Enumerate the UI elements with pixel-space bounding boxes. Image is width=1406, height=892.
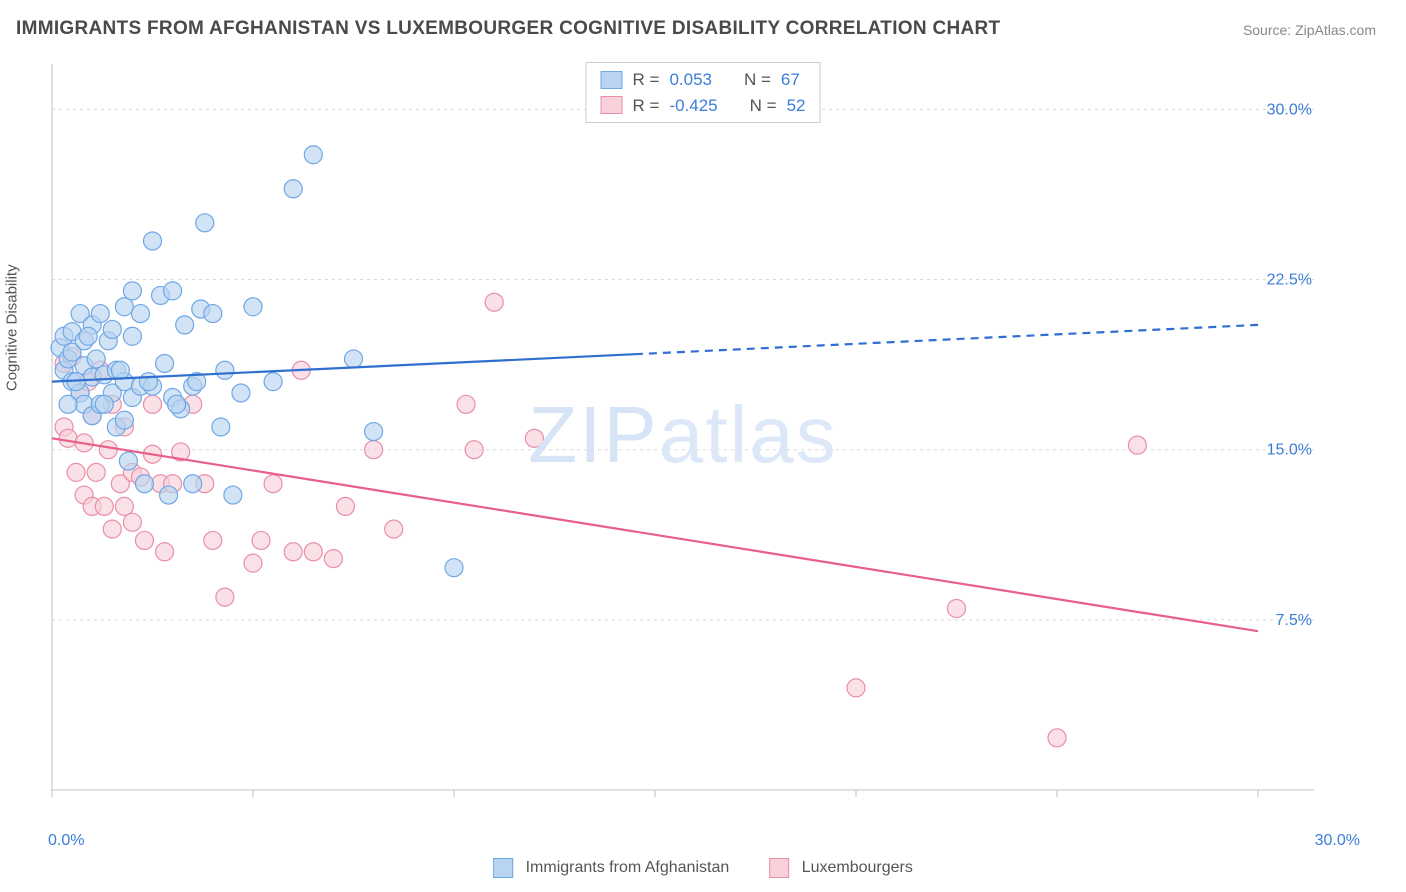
- stats-legend-box: R = 0.053 N = 67 R = -0.425 N = 52: [586, 62, 821, 123]
- stat-label-r: R =: [633, 67, 660, 93]
- legend-swatch-blue: [493, 858, 513, 878]
- legend-swatch-pink: [601, 96, 623, 114]
- legend-bottom: Immigrants from Afghanistan Luxembourger…: [493, 858, 913, 878]
- x-axis-max-label: 30.0%: [1315, 832, 1360, 850]
- scatter-chart: 7.5% 15.0% 22.5% 30.0%: [48, 60, 1318, 810]
- stat-r-blue: 0.053: [669, 67, 712, 93]
- svg-text:15.0%: 15.0%: [1267, 442, 1312, 459]
- svg-text:30.0%: 30.0%: [1267, 101, 1312, 118]
- legend-item-pink: Luxembourgers: [769, 858, 913, 878]
- stat-label-r: R =: [633, 93, 660, 119]
- stat-label-n: N =: [744, 67, 771, 93]
- legend-swatch-pink: [769, 858, 789, 878]
- chart-title: IMMIGRANTS FROM AFGHANISTAN VS LUXEMBOUR…: [16, 18, 1000, 40]
- svg-text:22.5%: 22.5%: [1267, 272, 1312, 289]
- stat-label-n: N =: [750, 93, 777, 119]
- stat-r-pink: -0.425: [669, 93, 717, 119]
- legend-label-blue: Immigrants from Afghanistan: [526, 859, 730, 876]
- legend-label-pink: Luxembourgers: [802, 859, 913, 876]
- source-attribution: Source: ZipAtlas.com: [1243, 22, 1376, 38]
- x-axis-min-label: 0.0%: [48, 832, 84, 850]
- y-axis-label: Cognitive Disability: [4, 264, 21, 391]
- stats-row-blue: R = 0.053 N = 67: [601, 67, 806, 93]
- chart-area: 7.5%15.0%22.5%30.0% ZIPatlas: [48, 60, 1318, 810]
- stat-n-blue: 67: [781, 67, 800, 93]
- stat-n-pink: 52: [787, 93, 806, 119]
- legend-swatch-blue: [601, 71, 623, 89]
- svg-text:7.5%: 7.5%: [1276, 612, 1312, 629]
- legend-item-blue: Immigrants from Afghanistan: [493, 858, 729, 878]
- stats-row-pink: R = -0.425 N = 52: [601, 93, 806, 119]
